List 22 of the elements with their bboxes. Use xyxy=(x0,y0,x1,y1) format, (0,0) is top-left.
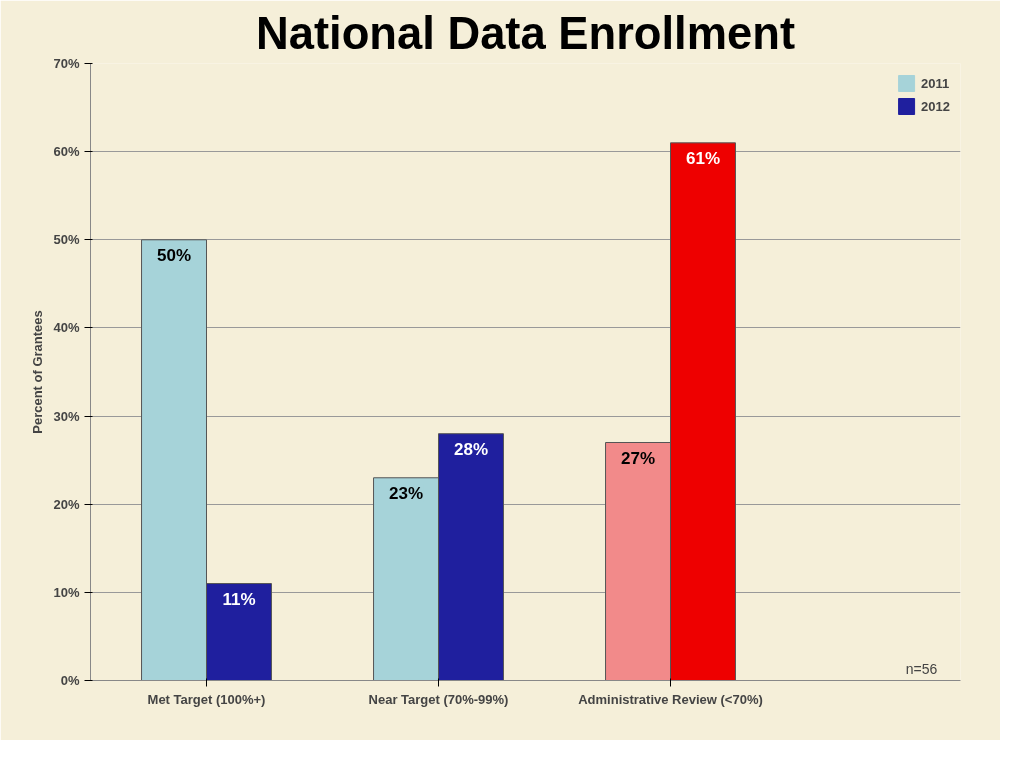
data-label: 28% xyxy=(453,439,488,459)
chart-title: National Data Enrollment xyxy=(256,7,795,59)
data-label: 50% xyxy=(157,245,192,265)
x-tick-label: Administrative Review (<70%) xyxy=(578,691,763,707)
y-axis-title: Percent of Grantees xyxy=(30,310,46,434)
data-label: 61% xyxy=(685,148,720,168)
annotation: n=56 xyxy=(905,660,938,677)
y-tick-label: 0% xyxy=(60,673,80,688)
y-tick-label: 60% xyxy=(53,144,80,160)
legend-label: 2011 xyxy=(921,75,950,91)
y-tick-label: 10% xyxy=(53,584,80,600)
y-tick-label: 30% xyxy=(53,408,80,424)
x-tick-label: Near Target (70%-99%) xyxy=(368,691,509,707)
x-tick-label: Met Target (100%+) xyxy=(147,691,266,707)
y-tick-label: 20% xyxy=(53,496,80,512)
y-tick-label: 50% xyxy=(53,232,80,248)
data-label: 23% xyxy=(389,483,424,503)
y-tick-label: 40% xyxy=(53,320,80,336)
data-label: 27% xyxy=(621,448,656,468)
y-tick-label: 70% xyxy=(53,56,80,71)
legend-label: 2012 xyxy=(921,98,950,114)
data-label: 11% xyxy=(222,589,256,609)
